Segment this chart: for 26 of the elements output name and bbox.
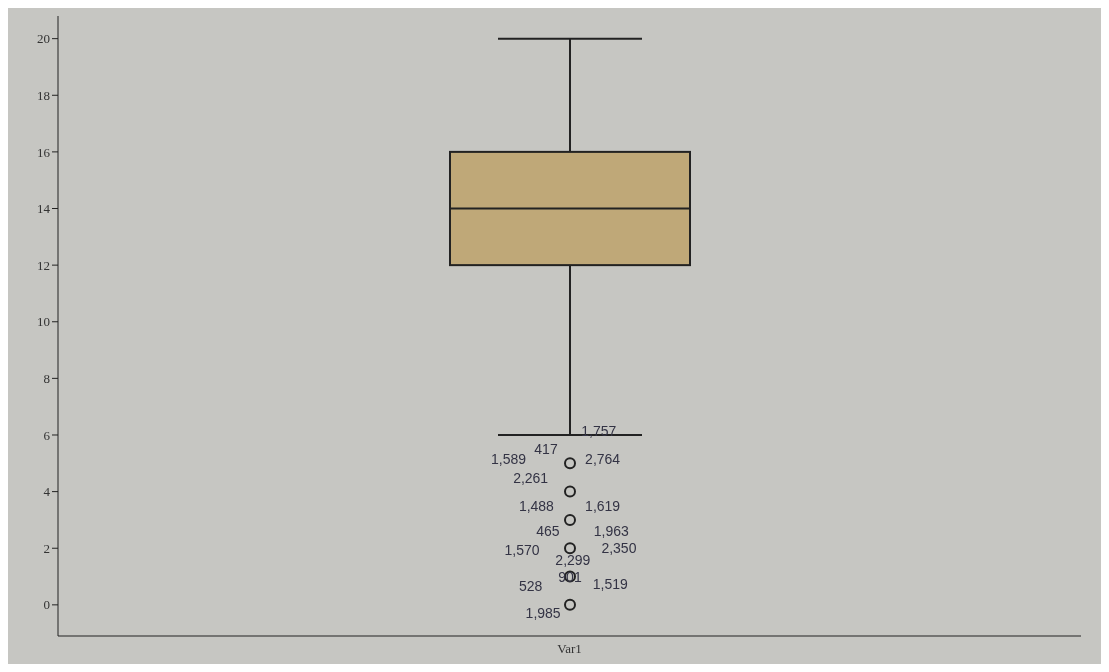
annotation: 465: [536, 522, 560, 539]
annotation: 1,985: [525, 604, 561, 621]
annotation: 1,570: [504, 542, 540, 559]
annotation: 1,519: [592, 575, 629, 592]
y-tick-label: 18: [37, 87, 50, 103]
annotation: 2,299: [555, 551, 591, 568]
y-tick-label: 6: [43, 427, 51, 443]
y-tick-label: 0: [43, 597, 50, 613]
annotation: 1,963: [593, 522, 629, 539]
annotation: 528: [518, 577, 543, 594]
y-tick-label: 16: [37, 144, 51, 160]
annotation: 1,589: [491, 450, 527, 467]
annotation: 2,350: [601, 540, 637, 557]
y-tick-label: 10: [37, 314, 50, 330]
annotation: 2,261: [513, 470, 549, 487]
annotation: 417: [534, 441, 558, 458]
annotation: 2,764: [585, 450, 621, 467]
annotation: 1,619: [585, 498, 621, 515]
annotation: 1,488: [518, 498, 555, 515]
y-tick-label: 14: [37, 201, 51, 217]
x-tick-label: Var1: [557, 641, 582, 657]
y-tick-label: 4: [43, 484, 51, 500]
y-tick-label: 12: [37, 257, 50, 273]
y-tick-label: 2: [43, 540, 50, 556]
y-tick-label: 20: [37, 31, 50, 47]
y-tick-label: 8: [43, 370, 50, 386]
